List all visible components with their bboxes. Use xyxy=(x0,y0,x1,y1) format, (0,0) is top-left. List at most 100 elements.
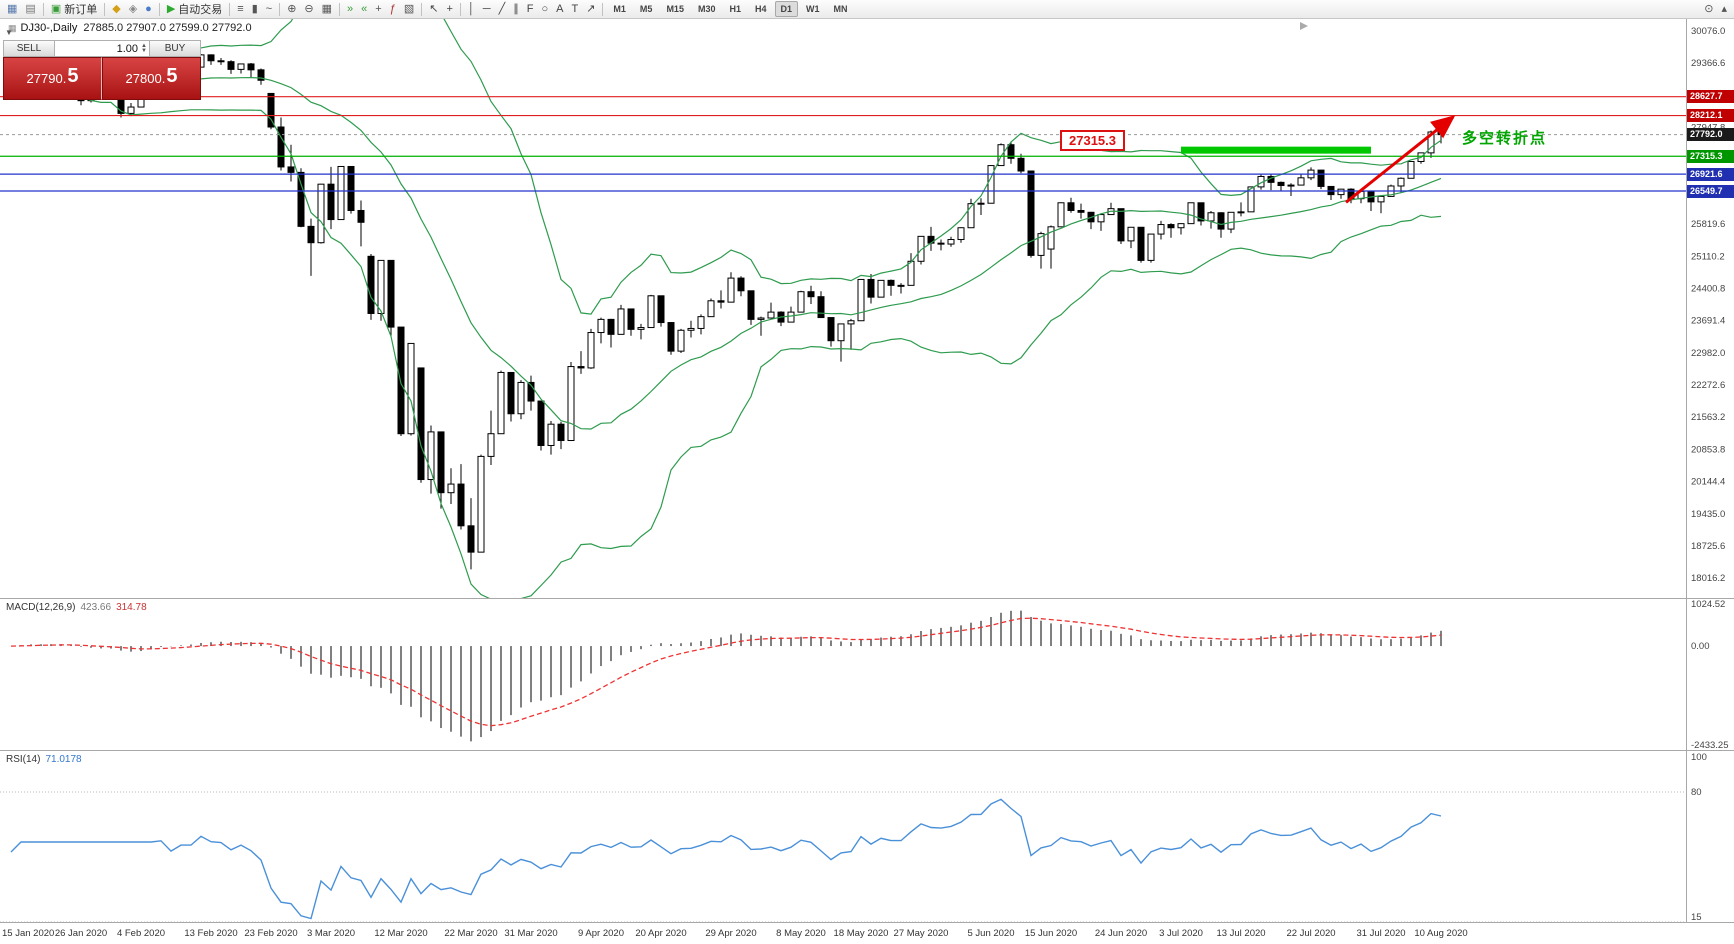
window-layout-icon[interactable]: ▤ xyxy=(21,1,39,18)
trend-arrow[interactable] xyxy=(1345,115,1456,204)
timeframe-button-M5[interactable]: M5 xyxy=(639,4,653,14)
vertical-line-icon[interactable]: │ xyxy=(464,1,479,18)
rsi-indicator-label: RSI(14) 71.0178 xyxy=(6,754,82,765)
zoom-out-icon[interactable]: ⊖ xyxy=(300,1,317,18)
date-axis-label: 22 Jul 2020 xyxy=(1286,928,1335,939)
sell-button[interactable]: 27790. 5 xyxy=(3,57,102,100)
sell-header-button[interactable]: SELL xyxy=(3,40,55,57)
toolbar-separator xyxy=(42,2,44,16)
price-axis-tick: 25819.6 xyxy=(1691,219,1725,230)
autotrading-button[interactable]: ▶ 自动交易 xyxy=(163,1,226,18)
search-icon[interactable]: ⊙ xyxy=(1704,2,1714,15)
bollinger-bands xyxy=(10,18,1442,598)
rsi-axis-tick: 15 xyxy=(1691,912,1702,923)
new-chart-icon[interactable]: + xyxy=(371,1,385,18)
candlestick-type-icon: ▮ xyxy=(251,2,258,15)
macd-signal-value: 314.78 xyxy=(116,602,147,613)
toolbar-separator xyxy=(459,2,461,16)
rsi-panel xyxy=(0,791,1686,922)
cursor-icon: ↖ xyxy=(429,2,439,15)
date-axis-label: 9 Apr 2020 xyxy=(578,928,624,939)
date-axis-label: 20 Apr 2020 xyxy=(635,928,686,939)
candlestick-type-icon[interactable]: ▮ xyxy=(248,1,262,18)
bar-chart-type-icon: ≡ xyxy=(237,2,244,15)
fibonacci-icon[interactable]: F xyxy=(523,1,538,18)
scroll-end-marker xyxy=(1300,22,1308,30)
crosshair-icon[interactable]: + xyxy=(442,1,456,18)
price-axis-tick: 19435.0 xyxy=(1691,509,1725,520)
timeframe-button-H1[interactable]: H1 xyxy=(729,4,741,14)
tile-windows-icon[interactable]: ▦ xyxy=(318,1,336,18)
trendline-icon: ╱ xyxy=(498,2,506,15)
trade-panel-collapse-arrow[interactable]: ▼ xyxy=(5,28,13,37)
timeframe-button-M1[interactable]: M1 xyxy=(613,4,626,14)
date-axis-label: 18 May 2020 xyxy=(834,928,889,939)
market-watch-icon: ◆ xyxy=(112,2,121,15)
timeframe-button-H4[interactable]: H4 xyxy=(754,4,767,14)
price-axis-tick: 18725.6 xyxy=(1691,541,1725,552)
macd-main-value: 423.66 xyxy=(80,602,112,613)
auto-scroll-icon[interactable]: » xyxy=(343,1,357,18)
cursor-icon[interactable]: ↖ xyxy=(425,1,442,18)
zoom-in-icon: ⊕ xyxy=(287,2,297,15)
volume-up-arrow[interactable]: ▲ xyxy=(141,42,147,49)
rsi-name: RSI(14) xyxy=(6,754,41,765)
label-icon[interactable]: T xyxy=(567,1,582,18)
rsi-line xyxy=(10,798,1442,920)
bar-chart-type-icon[interactable]: ≡ xyxy=(233,1,247,18)
timeframe-button-MN[interactable]: MN xyxy=(833,4,848,14)
date-axis-label: 24 Jun 2020 xyxy=(1095,928,1147,939)
price-axis-tick: 27238.4 xyxy=(1691,155,1725,166)
data-window-icon[interactable]: ◈ xyxy=(125,1,141,18)
text-icon[interactable]: A xyxy=(552,1,567,18)
date-axis-label: 5 Jun 2020 xyxy=(967,928,1014,939)
arrows-icon: ↗ xyxy=(586,2,596,15)
date-axis-label: 3 Mar 2020 xyxy=(307,928,355,939)
new-order-button[interactable]: ▣ 新订单 xyxy=(47,1,101,18)
arrows-icon[interactable]: ↗ xyxy=(582,1,599,18)
date-axis-label: 23 Feb 2020 xyxy=(244,928,297,939)
volume-input[interactable]: 1.00 ▲ ▼ xyxy=(55,40,149,57)
market-watch-icon[interactable]: ◆ xyxy=(108,1,124,18)
buy-button[interactable]: 27800. 5 xyxy=(102,57,201,100)
line-chart-type-icon[interactable]: ~ xyxy=(262,1,276,18)
zoom-out-icon: ⊖ xyxy=(304,2,314,15)
toolbars-menu-icon[interactable]: ▴ xyxy=(1721,2,1727,15)
indicators-icon: ƒ xyxy=(389,2,396,15)
macd-indicator-label: MACD(12,26,9) 423.66 314.78 xyxy=(6,602,147,613)
timeframe-button-D1[interactable]: D1 xyxy=(774,1,799,17)
channel-icon[interactable]: ∥ xyxy=(509,1,523,18)
date-axis-label: 3 Jul 2020 xyxy=(1159,928,1203,939)
macd-panel xyxy=(10,610,1442,742)
date-axis-label: 13 Feb 2020 xyxy=(184,928,237,939)
timeframe-button-M30[interactable]: M30 xyxy=(697,4,716,14)
shapes-icon[interactable]: ○ xyxy=(537,1,552,18)
shapes-icon: ○ xyxy=(541,2,549,15)
indicators-icon[interactable]: ƒ xyxy=(386,1,400,18)
horizontal-line-icon[interactable]: ─ xyxy=(479,1,495,18)
trendline-icon[interactable]: ╱ xyxy=(495,1,510,18)
toolbar-separator xyxy=(229,2,231,16)
date-axis-label: 31 Mar 2020 xyxy=(504,928,557,939)
volume-down-arrow[interactable]: ▼ xyxy=(141,47,147,54)
community-icon[interactable]: ● xyxy=(141,1,156,18)
buy-header-button[interactable]: BUY xyxy=(149,40,201,57)
chart-window-icon[interactable]: ▦ xyxy=(3,1,21,18)
macd-axis-tick: 1024.52 xyxy=(1691,599,1725,610)
zoom-in-icon[interactable]: ⊕ xyxy=(283,1,300,18)
toolbar-separator xyxy=(279,2,281,16)
templates-icon[interactable]: ▧ xyxy=(400,1,418,18)
line-chart-type-icon: ~ xyxy=(265,2,273,15)
support-zone-bar[interactable] xyxy=(1181,146,1371,154)
price-axis-tick: 22982.0 xyxy=(1691,348,1725,359)
chart-title: ▦ DJ30-,Daily 27885.0 27907.0 27599.0 2779… xyxy=(8,22,252,34)
price-axis-tick: 28657.2 xyxy=(1691,90,1725,101)
chart-shift-icon[interactable]: « xyxy=(357,1,371,18)
timeframe-button-M15[interactable]: M15 xyxy=(666,4,684,14)
date-axis-label: 10 Aug 2020 xyxy=(1414,928,1467,939)
timeframe-button-W1[interactable]: W1 xyxy=(806,4,820,14)
price-axis-tick: 22272.6 xyxy=(1691,380,1725,391)
turning-point-note: 多空转折点 xyxy=(1462,130,1548,147)
